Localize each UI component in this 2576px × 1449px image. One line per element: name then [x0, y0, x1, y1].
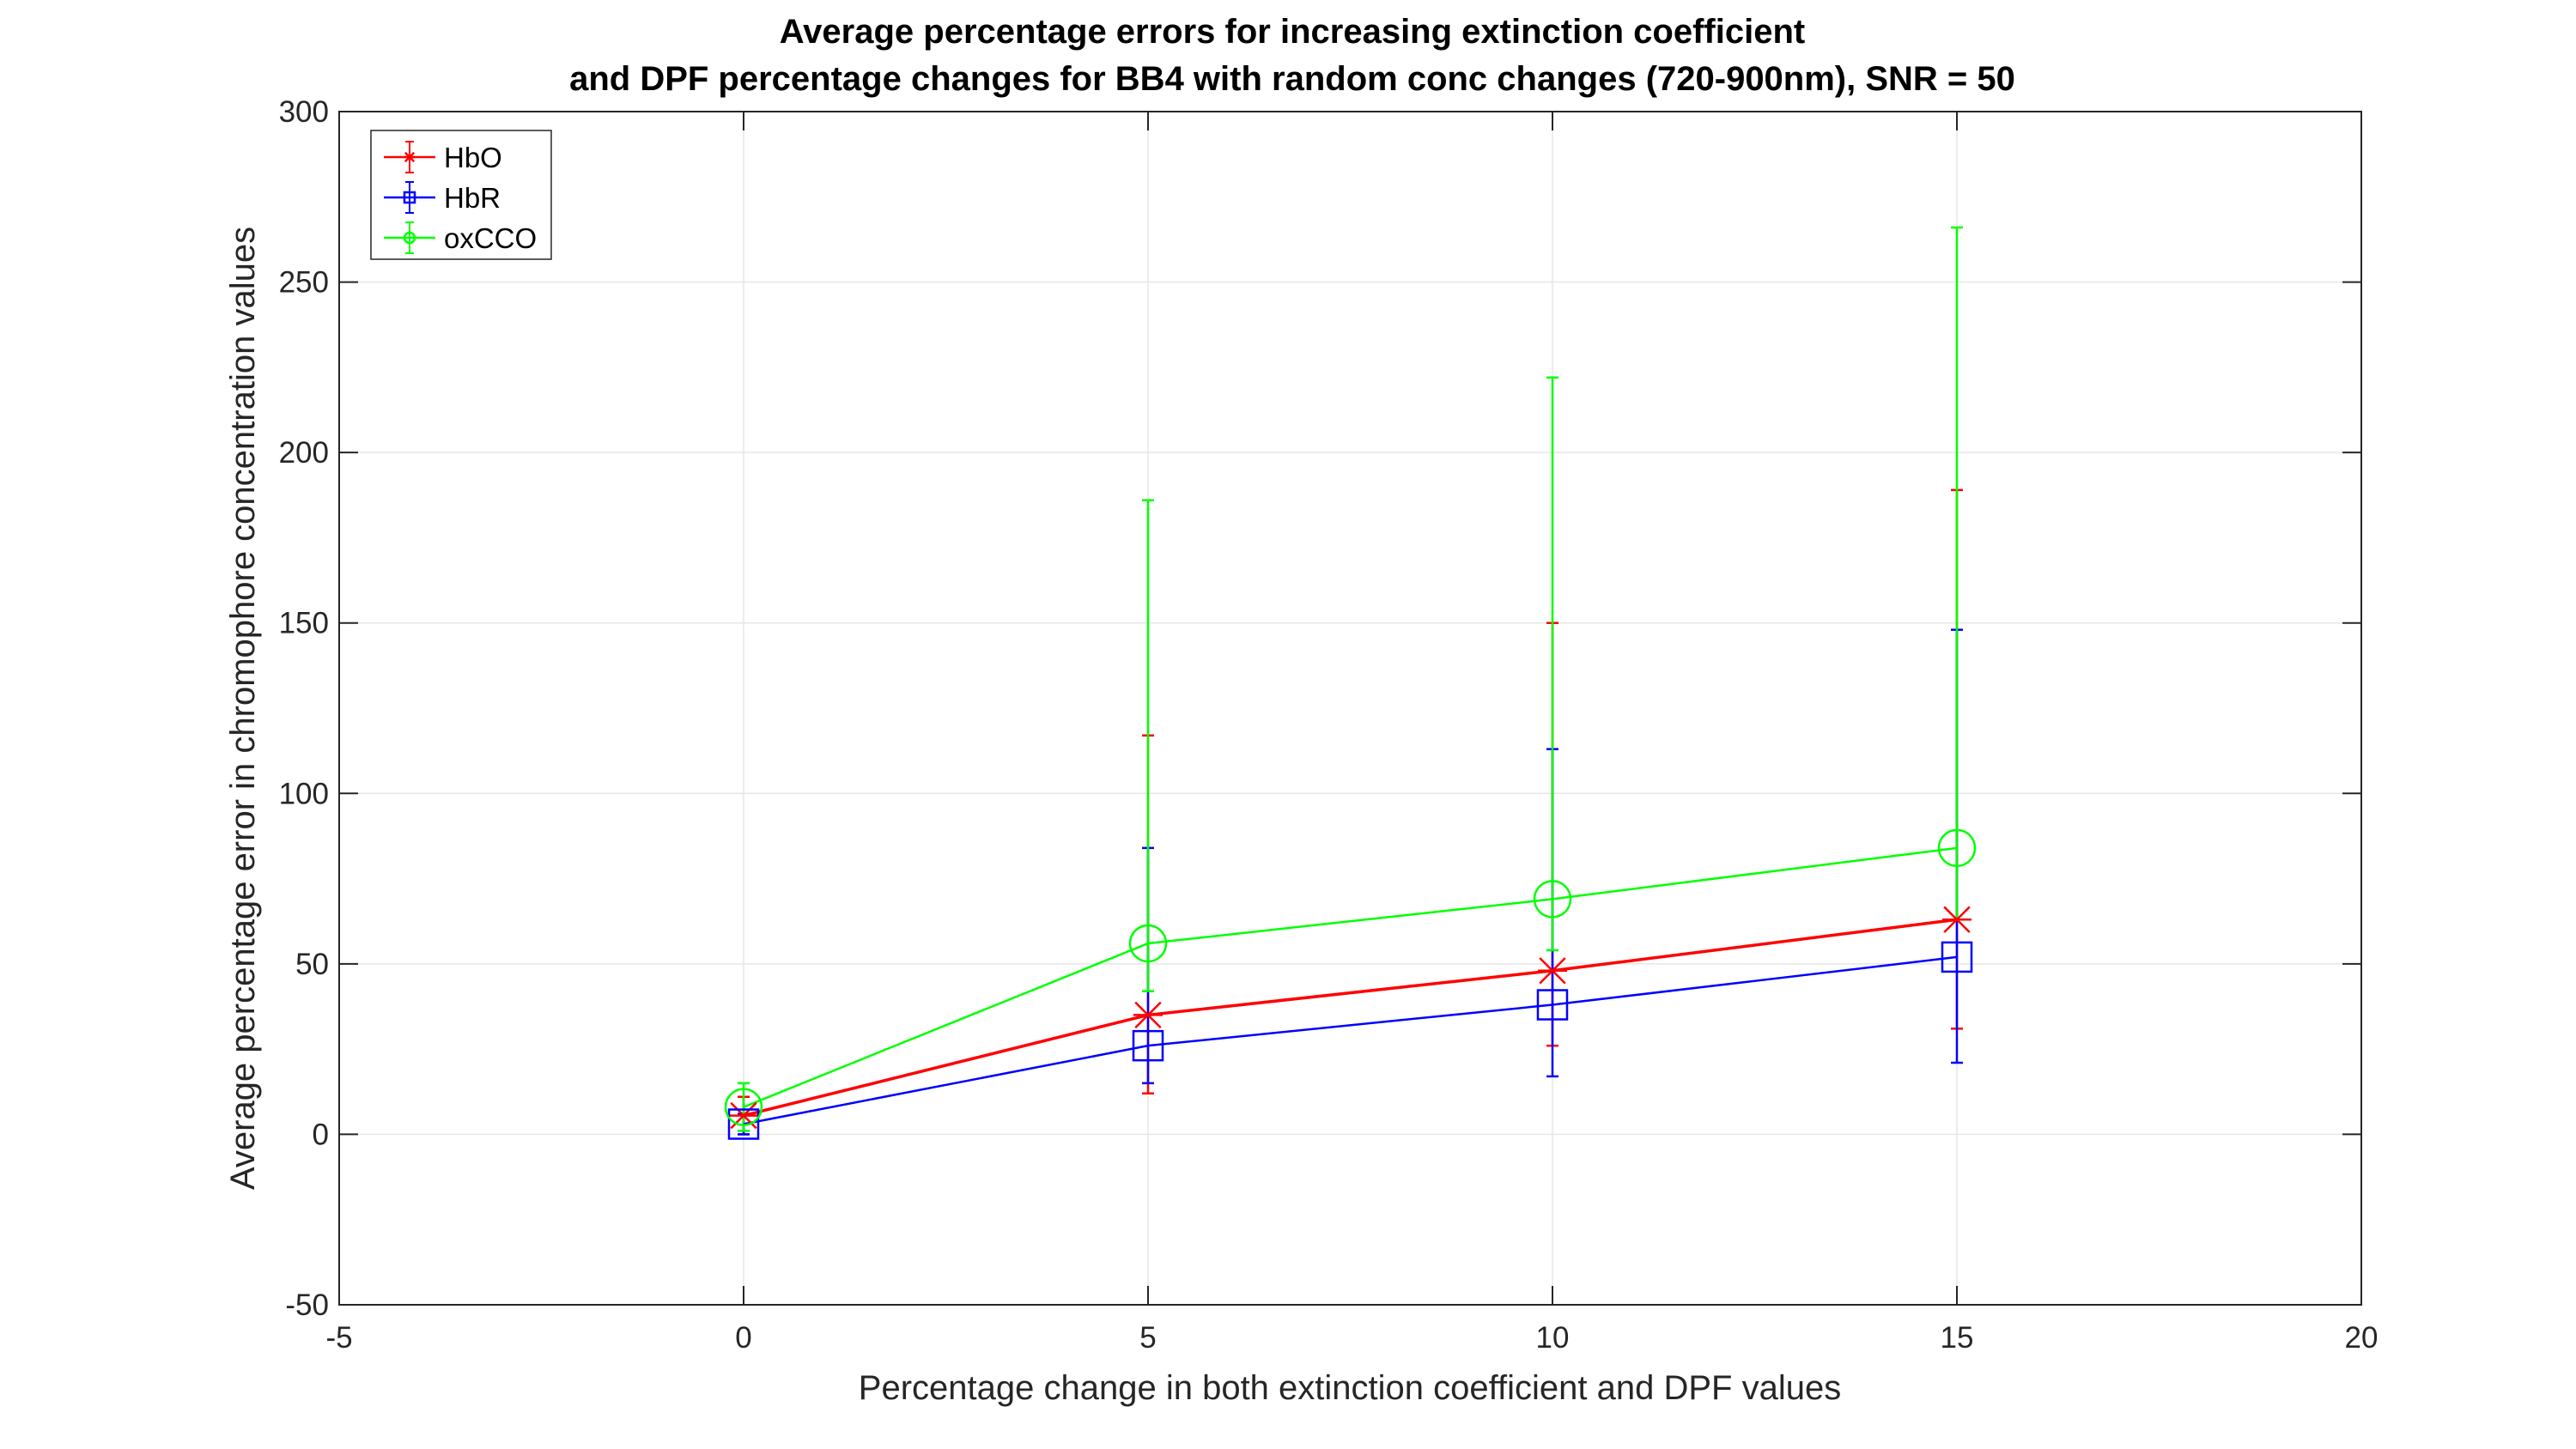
- x-tick-label: 0: [735, 1321, 751, 1355]
- series-lines: [743, 846, 1958, 1125]
- plot-area: [339, 112, 2361, 1305]
- x-tick-label: -5: [325, 1321, 352, 1355]
- data-point-hbo: [1538, 957, 1567, 985]
- data-point-oxcco: [1533, 880, 1572, 919]
- y-tick-label: 250: [279, 266, 329, 300]
- legend-label: HbO: [444, 142, 502, 173]
- y-tick-label: -50: [285, 1288, 329, 1322]
- x-tick-label: 20: [2345, 1321, 2379, 1355]
- legend-marker: [403, 191, 416, 204]
- data-point-oxcco: [724, 1088, 763, 1126]
- legend-item-hbr: HbR: [384, 181, 501, 214]
- data-point-hbo: [1133, 1001, 1163, 1029]
- legend-item-oxcco: oxCCO: [384, 221, 537, 254]
- y-tick-label: 150: [279, 607, 329, 640]
- plot-frame: [338, 111, 2362, 1306]
- series-markers: [724, 828, 1977, 1140]
- x-tick-label: 15: [1941, 1321, 1974, 1355]
- error-bars: [738, 226, 1963, 1136]
- x-tick-label: 10: [1536, 1321, 1570, 1355]
- legend-marker: [404, 151, 416, 163]
- legend-marker: [403, 231, 416, 245]
- y-tick-label: 0: [313, 1118, 329, 1151]
- legend-item-hbo: HbO: [384, 141, 502, 173]
- legend-label: oxCCO: [444, 222, 537, 254]
- x-axis-label: Percentage change in both extinction coe…: [859, 1369, 1841, 1407]
- x-tick-label: 5: [1139, 1321, 1156, 1355]
- y-tick-label: 300: [279, 95, 329, 129]
- y-tick-label: 50: [295, 948, 329, 981]
- series-line-hbo: [743, 918, 1958, 1118]
- legend-label: HbR: [444, 182, 501, 214]
- y-tick-label: 200: [279, 436, 329, 470]
- y-axis-label: Average percentage error in chromophore …: [224, 227, 262, 1190]
- series-line-oxcco: [743, 846, 1958, 1108]
- chart-subtitle: and DPF percentage changes for BB4 with …: [569, 60, 2015, 98]
- series-line-hbr: [743, 955, 1958, 1125]
- data-point-hbr: [727, 1108, 760, 1140]
- data-point-hbr: [1941, 941, 1973, 973]
- data-point-hbo: [1942, 906, 1971, 933]
- data-point-oxcco: [1128, 924, 1168, 963]
- data-point-hbr: [1536, 989, 1569, 1021]
- y-tick-label: 100: [279, 777, 329, 810]
- chart-title: Average percentage errors for increasing…: [780, 13, 1805, 51]
- data-point-oxcco: [1937, 828, 1977, 868]
- data-point-hbr: [1132, 1029, 1164, 1062]
- legend: HbO HbR oxCCO: [370, 130, 552, 260]
